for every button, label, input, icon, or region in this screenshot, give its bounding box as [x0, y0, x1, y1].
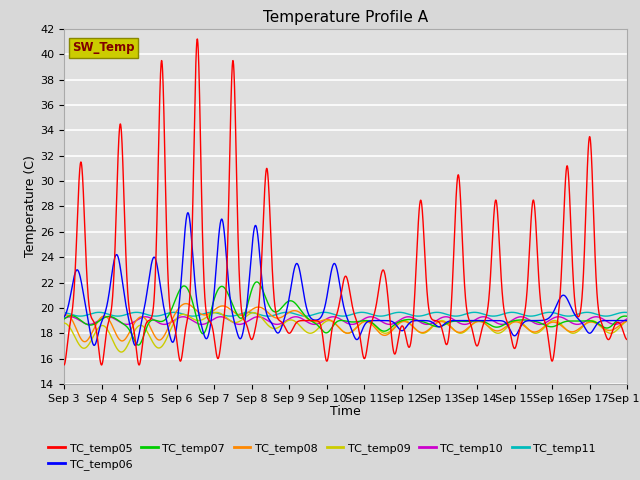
TC_temp09 [125, 341, 132, 347]
TC_temp06 [552, 304, 559, 310]
TC_temp10 [60, 316, 68, 322]
TC_temp09 [212, 310, 220, 315]
TC_temp11 [301, 313, 308, 319]
TC_temp10 [276, 321, 284, 327]
TC_temp11 [276, 311, 284, 316]
TC_temp07 [552, 323, 559, 329]
TC_temp09 [623, 318, 631, 324]
TC_temp08 [60, 313, 68, 319]
TC_temp07 [612, 318, 620, 324]
TC_temp08 [125, 331, 132, 337]
TC_temp07 [60, 316, 68, 322]
TC_temp06 [276, 327, 284, 333]
TC_temp11 [623, 310, 631, 315]
TC_temp11 [60, 310, 68, 315]
TC_temp07 [623, 313, 631, 319]
TC_temp06 [158, 293, 166, 299]
TC_temp10 [623, 316, 631, 322]
Line: TC_temp07: TC_temp07 [64, 282, 627, 345]
TC_temp07 [253, 279, 260, 285]
TC_temp09 [301, 328, 308, 334]
TC_temp11 [245, 310, 253, 315]
TC_temp11 [612, 311, 620, 317]
TC_temp06 [301, 297, 308, 302]
Line: TC_temp09: TC_temp09 [64, 312, 627, 352]
TC_temp07 [301, 312, 308, 318]
TC_temp09 [117, 349, 125, 355]
Legend: TC_temp05, TC_temp06, TC_temp07, TC_temp08, TC_temp09, TC_temp10, TC_temp11: TC_temp05, TC_temp06, TC_temp07, TC_temp… [44, 438, 600, 474]
TC_temp07 [276, 306, 284, 312]
TC_temp08 [158, 336, 166, 342]
Title: Temperature Profile A: Temperature Profile A [263, 10, 428, 25]
TC_temp05 [193, 36, 201, 42]
TC_temp08 [612, 325, 620, 331]
TC_temp08 [182, 301, 189, 307]
TC_temp11 [124, 311, 132, 317]
TC_temp10 [123, 322, 131, 327]
TC_temp06 [612, 318, 620, 324]
TC_temp11 [552, 311, 559, 316]
TC_temp07 [124, 325, 132, 331]
TC_temp08 [301, 313, 308, 319]
TC_temp09 [158, 344, 166, 349]
TC_temp10 [104, 314, 112, 320]
TC_temp06 [132, 343, 140, 348]
TC_temp08 [552, 320, 559, 325]
TC_temp07 [158, 319, 166, 324]
TC_temp05 [623, 337, 631, 343]
TC_temp08 [276, 315, 284, 321]
TC_temp11 [158, 312, 166, 318]
X-axis label: Time: Time [330, 405, 361, 418]
TC_temp10 [158, 321, 166, 327]
TC_temp05 [125, 299, 132, 304]
TC_temp10 [301, 317, 308, 323]
Line: TC_temp10: TC_temp10 [64, 317, 627, 324]
TC_temp05 [60, 362, 68, 368]
TC_temp05 [98, 362, 106, 368]
Line: TC_temp05: TC_temp05 [64, 39, 627, 365]
Text: SW_Temp: SW_Temp [72, 41, 135, 54]
TC_temp05 [612, 320, 620, 325]
Y-axis label: Temperature (C): Temperature (C) [24, 156, 37, 257]
TC_temp08 [623, 318, 631, 324]
TC_temp06 [60, 314, 68, 320]
TC_temp08 [81, 339, 88, 345]
TC_temp05 [552, 335, 559, 340]
TC_temp05 [301, 318, 308, 324]
TC_temp09 [552, 318, 559, 324]
TC_temp09 [60, 320, 68, 326]
TC_temp05 [158, 58, 166, 64]
TC_temp10 [612, 321, 620, 327]
TC_temp09 [276, 323, 284, 329]
TC_temp10 [125, 321, 132, 327]
TC_temp06 [623, 318, 631, 324]
TC_temp09 [612, 327, 620, 333]
Line: TC_temp06: TC_temp06 [64, 213, 627, 346]
TC_temp06 [184, 210, 192, 216]
TC_temp10 [552, 314, 559, 320]
Line: TC_temp11: TC_temp11 [64, 312, 627, 316]
TC_temp06 [124, 314, 132, 320]
TC_temp07 [134, 342, 142, 348]
TC_temp05 [276, 318, 284, 324]
TC_temp11 [264, 313, 272, 319]
Line: TC_temp08: TC_temp08 [64, 304, 627, 342]
